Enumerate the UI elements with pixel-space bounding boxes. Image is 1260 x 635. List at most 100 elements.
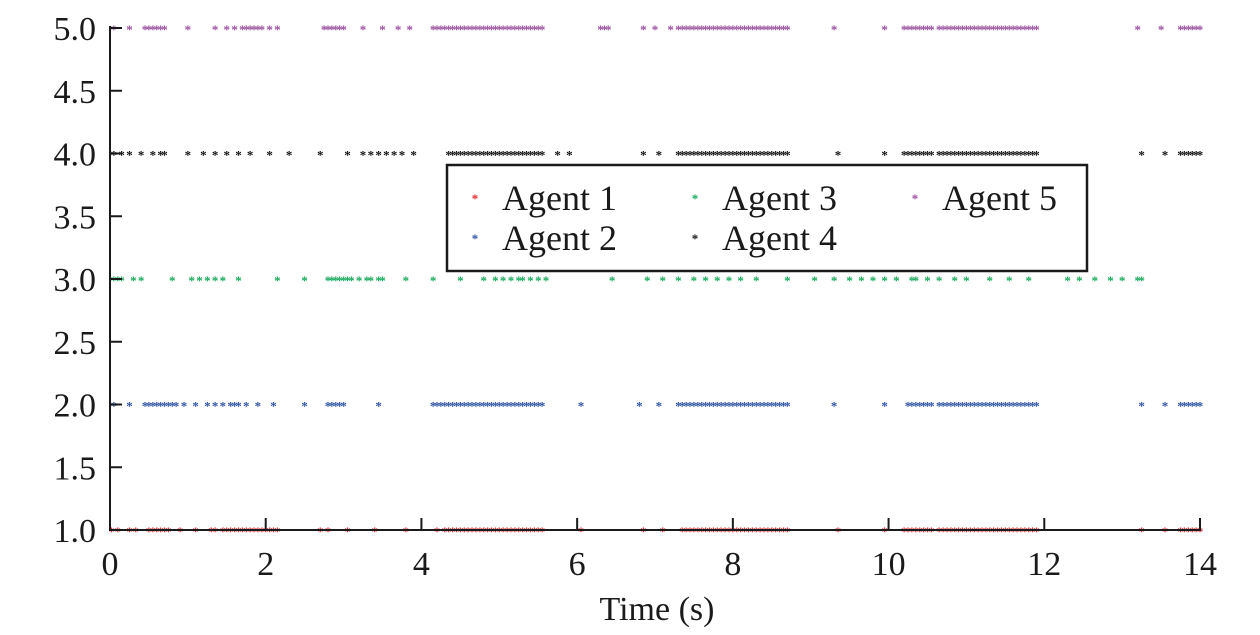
- event-marker-agent-1: *: [963, 524, 970, 539]
- event-marker-agent-2: *: [1033, 399, 1040, 414]
- event-marker-agent-5: *: [695, 22, 702, 37]
- event-marker-agent-3: *: [403, 273, 410, 288]
- event-marker-agent-1: *: [508, 524, 515, 539]
- event-marker-agent-3: *: [492, 273, 499, 288]
- event-marker-agent-1: *: [527, 524, 534, 539]
- event-marker-agent-1: *: [940, 524, 947, 539]
- event-marker-agent-4: *: [905, 148, 912, 163]
- event-marker-agent-5: *: [975, 22, 982, 37]
- event-marker-agent-3: *: [301, 273, 308, 288]
- event-marker-agent-2: *: [1002, 399, 1009, 414]
- event-marker-agent-1: *: [457, 524, 464, 539]
- event-marker-agent-1: *: [484, 524, 491, 539]
- event-marker-agent-4: *: [111, 148, 118, 163]
- event-marker-agent-4: *: [955, 148, 962, 163]
- event-marker-agent-1: *: [901, 524, 908, 539]
- event-marker-agent-1: *: [227, 524, 234, 539]
- event-marker-agent-1: *: [488, 524, 495, 539]
- event-marker-agent-5: *: [274, 22, 281, 37]
- event-marker-agent-3: *: [189, 273, 196, 288]
- event-marker-agent-3: *: [336, 273, 343, 288]
- event-marker-agent-4: *: [948, 148, 955, 163]
- event-marker-agent-2: *: [881, 399, 888, 414]
- event-marker-agent-2: *: [111, 399, 118, 414]
- event-marker-agent-5: *: [473, 22, 480, 37]
- event-marker-agent-3: *: [344, 273, 351, 288]
- event-marker-agent-5: *: [726, 22, 733, 37]
- event-marker-agent-4: *: [695, 148, 702, 163]
- x-tick-label: 8: [724, 546, 741, 583]
- event-marker-agent-2: *: [955, 399, 962, 414]
- event-marker-agent-3: *: [519, 273, 526, 288]
- event-marker-agent-5: *: [1158, 22, 1165, 37]
- event-marker-agent-2: *: [480, 399, 487, 414]
- event-marker-agent-5: *: [924, 22, 931, 37]
- event-marker-agent-3: *: [130, 273, 137, 288]
- event-marker-agent-5: *: [457, 22, 464, 37]
- event-marker-agent-5: *: [940, 22, 947, 37]
- event-marker-agent-5: *: [340, 22, 347, 37]
- event-marker-agent-3: *: [169, 273, 176, 288]
- event-marker-agent-5: *: [477, 22, 484, 37]
- event-marker-agent-1: *: [403, 524, 410, 539]
- event-marker-agent-2: *: [1177, 399, 1184, 414]
- event-marker-agent-5: *: [1029, 22, 1036, 37]
- y-tick-label: 4.5: [54, 74, 97, 111]
- event-marker-agent-4: *: [734, 148, 741, 163]
- x-tick-label: 6: [569, 546, 586, 583]
- event-marker-agent-2: *: [165, 399, 172, 414]
- event-marker-agent-1: *: [835, 524, 842, 539]
- event-marker-agent-3: *: [274, 273, 281, 288]
- y-tick-label: 3.5: [54, 199, 97, 236]
- event-marker-agent-1: *: [761, 524, 768, 539]
- y-tick-label: 2.5: [54, 325, 97, 362]
- event-marker-agent-1: *: [251, 524, 258, 539]
- event-marker-agent-4: *: [185, 148, 192, 163]
- event-marker-agent-4: *: [1185, 148, 1192, 163]
- event-marker-agent-4: *: [901, 148, 908, 163]
- event-marker-agent-3: *: [811, 273, 818, 288]
- event-marker-agent-2: *: [1189, 399, 1196, 414]
- event-marker-agent-5: *: [640, 22, 647, 37]
- event-marker-agent-2: *: [430, 399, 437, 414]
- event-marker-agent-5: *: [333, 22, 340, 37]
- event-marker-agent-5: *: [336, 22, 343, 37]
- event-marker-agent-1: *: [516, 524, 523, 539]
- event-marker-agent-1: *: [239, 524, 246, 539]
- event-marker-agent-1: *: [905, 524, 912, 539]
- event-marker-agent-4: *: [920, 148, 927, 163]
- event-marker-agent-2: *: [679, 399, 686, 414]
- event-marker-agent-1: *: [274, 524, 281, 539]
- event-marker-agent-5: *: [749, 22, 756, 37]
- event-marker-agent-5: *: [971, 22, 978, 37]
- event-marker-agent-3: *: [753, 273, 760, 288]
- event-marker-agent-1: *: [967, 524, 974, 539]
- event-marker-agent-2: *: [457, 399, 464, 414]
- event-marker-agent-5: *: [737, 22, 744, 37]
- event-marker-agent-4: *: [913, 148, 920, 163]
- event-marker-agent-3: *: [784, 273, 791, 288]
- event-marker-agent-3: *: [457, 273, 464, 288]
- event-marker-agent-2: *: [695, 399, 702, 414]
- event-marker-agent-4: *: [317, 148, 324, 163]
- event-marker-agent-4: *: [410, 148, 417, 163]
- event-marker-agent-3: *: [952, 273, 959, 288]
- event-marker-agent-1: *: [224, 524, 231, 539]
- event-marker-agent-5: *: [434, 22, 441, 37]
- event-marker-agent-5: *: [535, 22, 542, 37]
- event-marker-agent-1: *: [445, 524, 452, 539]
- event-marker-agent-4: *: [469, 148, 476, 163]
- event-marker-agent-2: *: [944, 399, 951, 414]
- event-marker-agent-3: *: [987, 273, 994, 288]
- event-marker-agent-1: *: [262, 524, 269, 539]
- event-marker-agent-2: *: [769, 399, 776, 414]
- event-marker-agent-1: *: [920, 524, 927, 539]
- event-marker-agent-4: *: [971, 148, 978, 163]
- event-marker-agent-4: *: [737, 148, 744, 163]
- event-marker-agent-3: *: [235, 273, 242, 288]
- event-marker-agent-1: *: [500, 524, 507, 539]
- event-marker-agent-5: *: [519, 22, 526, 37]
- event-marker-agent-4: *: [683, 148, 690, 163]
- event-marker-agent-2: *: [438, 399, 445, 414]
- legend-marker-agent-5: *: [912, 191, 919, 206]
